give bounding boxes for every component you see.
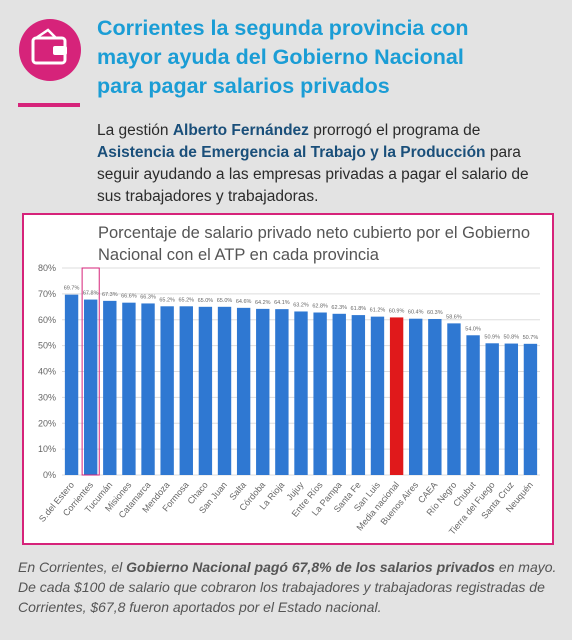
value-label: 64.2% — [255, 300, 271, 306]
value-label: 60.9% — [389, 308, 405, 314]
intro-text: para seguir ayudando a las empresas priv… — [97, 144, 529, 205]
y-tick-label: 10% — [38, 444, 56, 454]
icon — [18, 19, 81, 107]
y-tick-label: 70% — [38, 289, 56, 299]
value-label: 61.8% — [351, 306, 367, 312]
value-label: 64.6% — [236, 299, 252, 305]
chart: 0%10%20%30%40%50%60%70%80%S.del Estero69… — [37, 263, 540, 537]
bar — [179, 306, 193, 475]
bar — [294, 311, 308, 475]
chart-title: Porcentaje de salario privado neto cubie… — [98, 224, 531, 264]
y-tick-label: 0% — [43, 470, 56, 480]
title-line: para pagar salarios privados — [97, 74, 390, 98]
value-label: 58.6% — [446, 314, 462, 320]
y-tick-label: 50% — [38, 341, 56, 351]
bar — [332, 313, 346, 475]
bar — [447, 323, 461, 475]
bar — [217, 306, 232, 475]
bar — [256, 308, 270, 475]
bar — [428, 318, 442, 475]
value-label: 65.2% — [178, 297, 194, 303]
y-tick-label: 80% — [38, 263, 56, 273]
y-tick-label: 30% — [38, 392, 56, 402]
bar — [466, 335, 480, 475]
bar — [198, 306, 213, 475]
bar — [275, 309, 289, 475]
intro-text: prorrogó el programa de — [308, 122, 481, 139]
title-line: mayor ayuda del Gobierno Nacional — [97, 45, 464, 69]
value-label: 64.1% — [274, 300, 290, 306]
y-tick-label: 20% — [38, 418, 56, 428]
caption-text: en mayo. De cada $100 de salario que cob… — [18, 559, 557, 615]
bar — [389, 317, 404, 475]
intro-bold: Alberto Fernández — [172, 122, 309, 139]
value-label: 54.0% — [465, 326, 481, 332]
value-label: 50.9% — [484, 334, 500, 340]
bar — [485, 343, 499, 475]
value-label: 66.6% — [121, 294, 137, 300]
title-line: Corrientes la segunda provincia con — [97, 16, 469, 40]
caption-bold: Gobierno Nacional pagó 67,8% de los sala… — [126, 559, 495, 575]
bar — [370, 316, 385, 475]
value-label: 65.0% — [217, 298, 233, 304]
bar — [83, 299, 98, 475]
value-label: 66.3% — [140, 294, 156, 300]
intro-bold: Asistencia de Emergencia al Trabajo y la… — [97, 144, 486, 161]
bar — [523, 343, 538, 475]
bar — [409, 318, 423, 475]
bar — [141, 303, 155, 475]
bar — [122, 302, 136, 475]
bar — [351, 315, 366, 475]
bar — [504, 343, 519, 475]
value-label: 61.2% — [370, 308, 386, 314]
value-label: 67.3% — [102, 292, 118, 298]
value-label: 63.2% — [293, 302, 309, 308]
value-label: 65.2% — [159, 297, 175, 303]
value-label: 50.7% — [523, 335, 539, 341]
value-label: 67.8% — [83, 291, 99, 297]
y-tick-label: 40% — [38, 367, 56, 377]
value-label: 62.8% — [312, 304, 328, 310]
intro: La gestión Alberto Fernández prorrogó el… — [97, 120, 557, 208]
caption-text: En Corrientes, el — [18, 559, 127, 575]
bar — [313, 312, 327, 475]
y-tick-label: 60% — [38, 315, 56, 325]
value-label: 60.4% — [408, 310, 424, 316]
value-label: 69.7% — [64, 286, 80, 292]
caption: En Corrientes, el Gobierno Nacional pagó… — [18, 557, 558, 617]
bar — [236, 307, 251, 475]
value-label: 65.0% — [198, 298, 214, 304]
title: Corrientes la segunda provincia con mayo… — [97, 14, 469, 101]
bar — [64, 294, 79, 475]
highlight-outline — [81, 267, 100, 476]
value-label: 50.8% — [504, 335, 520, 341]
value-label: 62.3% — [331, 305, 347, 311]
intro-text: La gestión — [97, 122, 173, 139]
bar — [103, 300, 117, 475]
value-label: 60.3% — [427, 310, 443, 316]
bar — [160, 306, 174, 475]
